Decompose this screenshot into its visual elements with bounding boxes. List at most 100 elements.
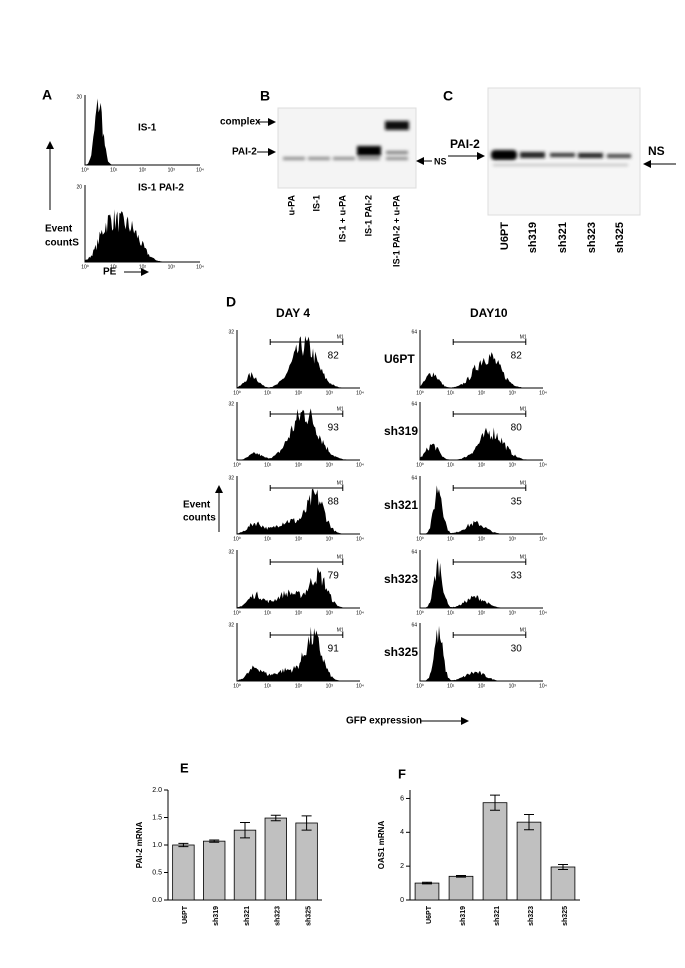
x-tick-label: 10² — [139, 167, 147, 173]
gate-label: M1 — [520, 627, 527, 633]
x-tick-label: 10⁴ — [539, 536, 547, 542]
gate-value: 30 — [511, 644, 523, 655]
x-tick-label: 10⁴ — [356, 536, 364, 542]
x-tick-label: 10⁰ — [416, 536, 424, 542]
x-tick-label: 10⁴ — [356, 390, 364, 396]
histogram — [237, 626, 360, 681]
gate — [452, 411, 527, 417]
gate — [269, 632, 344, 638]
error-bar — [301, 815, 312, 831]
histogram — [420, 625, 543, 681]
x-tick-label: 10⁰ — [81, 167, 89, 173]
bar — [264, 817, 287, 901]
axes — [236, 330, 360, 389]
x-tick-label: 10⁰ — [416, 683, 424, 689]
axes — [236, 623, 360, 682]
x-tick-label: 10² — [295, 462, 303, 468]
bar — [203, 840, 226, 901]
x-tick-label: 10¹ — [264, 390, 272, 396]
gate-label: M1 — [520, 554, 527, 560]
x-tick-label: 10² — [478, 683, 486, 689]
gate — [269, 339, 344, 345]
gate — [452, 559, 527, 565]
x-tick-label: 10¹ — [447, 683, 455, 689]
x-tick-label: 10⁰ — [233, 462, 241, 468]
gate-label: M1 — [337, 554, 344, 560]
x-tick-label: 10¹ — [264, 462, 272, 468]
gate-label: M1 — [337, 480, 344, 486]
axes — [419, 330, 543, 389]
bar — [516, 821, 542, 901]
error-bar — [422, 881, 432, 885]
error-bar — [178, 842, 189, 848]
bar — [482, 802, 508, 901]
plot-title: IS-1 — [138, 123, 157, 134]
y-tick-label: 1.0 — [152, 842, 162, 849]
x-tick-label: U6PT — [182, 905, 189, 924]
gate-value: 35 — [511, 497, 523, 508]
panel-label: E — [180, 760, 189, 775]
y-max-label: 64 — [411, 329, 417, 335]
x-tick-label: 10⁰ — [233, 683, 241, 689]
x-tick-label: 10⁴ — [539, 462, 547, 468]
x-tick-label: 10³ — [326, 536, 334, 542]
y-tick-label: 6 — [400, 795, 404, 802]
y-max-label: 64 — [411, 401, 417, 407]
x-tick-label: 10¹ — [264, 683, 272, 689]
x-tick-label: 10⁴ — [356, 610, 364, 616]
column-title: DAY 4 — [276, 306, 310, 320]
x-tick-label: 10¹ — [264, 610, 272, 616]
ns-label: NS — [434, 156, 447, 166]
x-tick-label: 10² — [139, 264, 147, 270]
lane-label: sh319 — [527, 222, 539, 253]
bar — [550, 866, 576, 901]
gate-value: 80 — [511, 423, 523, 434]
x-tick-label: 10² — [295, 683, 303, 689]
x-tick-label: 10² — [295, 610, 303, 616]
panel-label: D — [226, 294, 236, 310]
lane-label: sh325 — [614, 222, 626, 253]
gate-value: 88 — [328, 497, 340, 508]
bar — [295, 822, 318, 901]
histogram — [420, 558, 543, 608]
x-tick-label: 10⁴ — [539, 610, 547, 616]
row-label: sh325 — [384, 645, 418, 659]
bar — [414, 882, 440, 901]
y-label: counts — [183, 513, 216, 524]
band-label: PAI-2 — [450, 137, 480, 151]
gate-label: M1 — [520, 480, 527, 486]
x-tick-label: 10¹ — [447, 390, 455, 396]
y-max-label: 32 — [228, 622, 234, 628]
gate-value: 82 — [328, 351, 340, 362]
histogram — [237, 488, 360, 534]
gate-value: 93 — [328, 423, 340, 434]
y-label: countS — [45, 238, 79, 249]
row-label: sh319 — [384, 424, 418, 438]
x-tick-label: 10³ — [509, 390, 517, 396]
x-tick-label: sh321 — [244, 906, 251, 926]
x-tick-label: sh325 — [305, 906, 312, 926]
band-label: PAI-2 — [232, 147, 257, 158]
x-tick-label: 10⁰ — [416, 462, 424, 468]
blot — [277, 107, 417, 189]
x-tick-label: 10⁴ — [539, 390, 547, 396]
gate — [269, 559, 344, 565]
gate-value: 91 — [328, 644, 340, 655]
panel-label: F — [398, 766, 406, 781]
x-tick-label: 10³ — [168, 264, 176, 270]
lane-label: U6PT — [499, 222, 511, 250]
y-tick-label: 0.5 — [152, 869, 162, 876]
axes — [236, 476, 360, 535]
x-label: GFP expression — [346, 716, 422, 727]
gate-value: 79 — [328, 571, 340, 582]
gate — [269, 485, 344, 491]
axes — [84, 185, 200, 263]
y-tick-label: 2.0 — [152, 787, 162, 794]
y-max-label: 32 — [228, 401, 234, 407]
x-tick-label: 10⁰ — [416, 610, 424, 616]
lane-label: IS-1 + u-PA — [337, 195, 347, 243]
row-label: sh321 — [384, 498, 418, 512]
gate-label: M1 — [520, 406, 527, 412]
x-tick-label: 10³ — [509, 610, 517, 616]
column-title: DAY10 — [470, 306, 508, 320]
